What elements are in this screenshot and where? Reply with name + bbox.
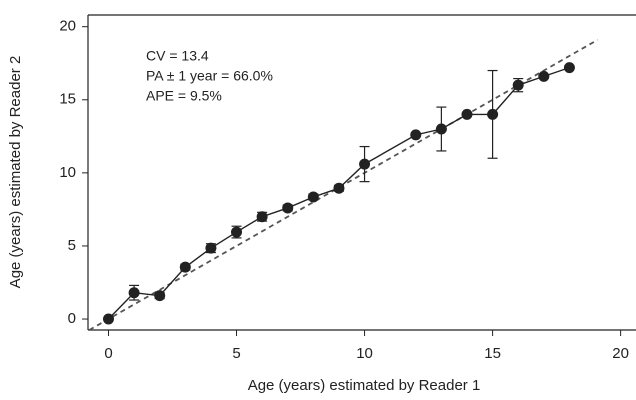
- x-axis-label: Age (years) estimated by Reader 1: [248, 377, 481, 394]
- y-tick-label: 15: [59, 91, 76, 108]
- y-axis-label: Age (years) estimated by Reader 2: [7, 56, 24, 289]
- annotation: APE = 9.5%: [146, 88, 222, 104]
- data-point: [102, 313, 114, 325]
- data-point: [154, 290, 166, 302]
- x-tick-label: 20: [612, 345, 629, 362]
- data-point: [410, 129, 422, 141]
- y-tick-label: 20: [59, 18, 76, 35]
- data-point: [461, 108, 473, 120]
- y-tick-label: 5: [68, 237, 76, 254]
- data-point: [256, 211, 268, 223]
- data-point: [538, 70, 550, 82]
- data-point: [563, 62, 575, 74]
- x-tick-label: 0: [104, 345, 112, 362]
- data-point: [179, 261, 191, 273]
- y-tick-label: 0: [68, 310, 76, 327]
- data-point: [359, 158, 371, 170]
- data-point: [231, 226, 243, 238]
- data-point: [512, 79, 524, 91]
- data-point: [205, 242, 217, 254]
- data-point: [282, 202, 294, 214]
- y-tick-label: 10: [59, 164, 76, 181]
- data-point: [128, 287, 140, 299]
- x-tick-label: 15: [484, 345, 501, 362]
- data-point: [333, 182, 345, 194]
- data-point: [487, 108, 499, 120]
- data-point: [307, 191, 319, 203]
- annotation: CV = 13.4: [146, 48, 209, 64]
- data-point: [435, 123, 447, 135]
- x-tick-label: 5: [232, 345, 240, 362]
- data-line: [107, 66, 570, 320]
- x-tick-label: 10: [356, 345, 373, 362]
- annotation: PA ± 1 year = 66.0%: [146, 68, 273, 84]
